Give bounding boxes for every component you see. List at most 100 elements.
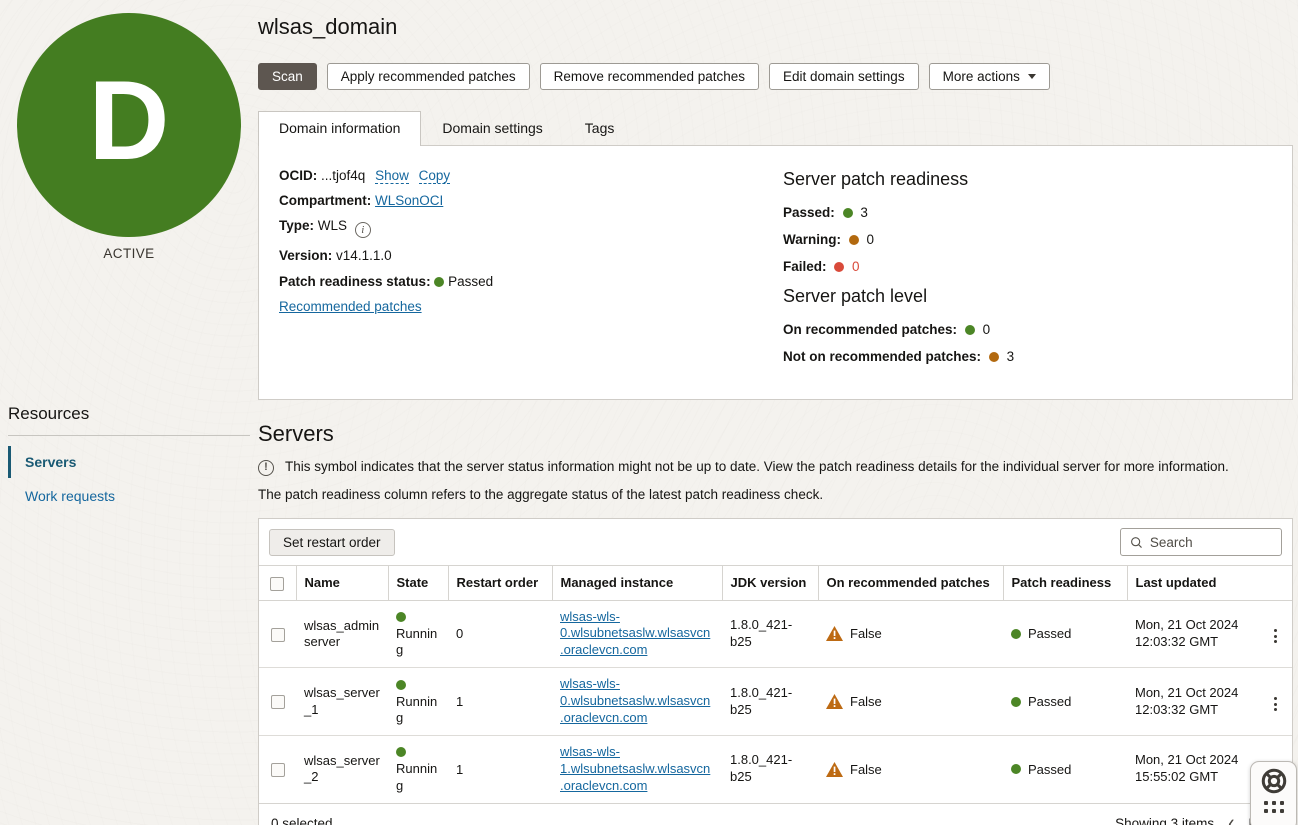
column-header-jdk-version[interactable]: JDK version xyxy=(721,565,818,601)
patch-readiness-row: Patch readiness status: Passed xyxy=(279,273,783,289)
alert-circle-icon: ! xyxy=(258,460,274,476)
version-value: v14.1.1.0 xyxy=(336,248,392,264)
tab-tags[interactable]: Tags xyxy=(584,120,615,136)
apps-grid-icon[interactable] xyxy=(1263,801,1284,813)
managed-instance-link[interactable]: wlsas-wls-0.wlsubnetsaslw.wlsasvcn.oracl… xyxy=(560,608,711,658)
on-recommended-patches-value: False xyxy=(850,761,882,777)
row-checkbox[interactable] xyxy=(270,763,285,778)
help-widget[interactable] xyxy=(1250,761,1297,825)
resources-nav: Resources Servers Work requests xyxy=(0,404,258,512)
version-label: Version: xyxy=(279,248,333,264)
info-icon[interactable]: i xyxy=(354,222,371,239)
previous-page-icon[interactable]: ‹ xyxy=(1228,809,1235,825)
on-recommended-patches-value: False xyxy=(850,694,882,710)
domain-avatar: D xyxy=(17,13,241,237)
servers-table: Name State Restart order Managed instanc… xyxy=(259,565,1292,804)
edit-domain-settings-button[interactable]: Edit domain settings xyxy=(769,63,919,90)
column-header-on-recommended-patches[interactable]: On recommended patches xyxy=(817,565,1003,601)
warning-icon xyxy=(826,761,843,777)
server-patch-level-title: Server patch level xyxy=(783,286,928,306)
apply-recommended-patches-button[interactable]: Apply recommended patches xyxy=(326,63,530,90)
server-name: wlsas_server_1 xyxy=(304,685,380,717)
servers-note-1: ! This symbol indicates that the server … xyxy=(258,459,1293,476)
compartment-row: Compartment: WLSonOCI xyxy=(279,194,783,208)
status-dot-warning xyxy=(848,235,859,245)
running-status-dot xyxy=(396,679,406,690)
server-state: Running xyxy=(396,626,438,658)
scan-button[interactable]: Scan xyxy=(258,63,317,90)
chevron-down-icon xyxy=(1027,74,1036,79)
compartment-link[interactable]: WLSonOCI xyxy=(375,193,444,209)
column-header-restart-order[interactable]: Restart order xyxy=(447,565,552,601)
running-status-dot xyxy=(396,747,406,758)
search-input[interactable] xyxy=(1149,534,1272,550)
tab-domain-settings[interactable]: Domain settings xyxy=(442,120,543,136)
help-lifebuoy-icon[interactable] xyxy=(1260,767,1288,795)
patch-readiness-value: Passed xyxy=(448,273,494,289)
column-header-state[interactable]: State xyxy=(387,565,448,601)
set-restart-order-button[interactable]: Set restart order xyxy=(269,528,395,556)
column-header-name[interactable]: Name xyxy=(295,565,388,601)
warning-icon xyxy=(826,694,843,710)
managed-instance-link[interactable]: wlsas-wls-1.wlsubnetsaslw.wlsasvcn.oracl… xyxy=(560,743,711,793)
jdk-version: 1.8.0_421-b25 xyxy=(730,684,793,717)
type-row: Type: WLS i xyxy=(279,218,783,239)
sidebar-item-work-requests[interactable]: Work requests xyxy=(8,480,258,512)
more-actions-label: More actions xyxy=(942,69,1020,84)
compartment-label: Compartment: xyxy=(279,193,372,209)
domain-information-panel: OCID: ...tjof4q Show Copy Compartment: W… xyxy=(258,145,1293,400)
failed-row: Failed: 0 xyxy=(783,259,860,274)
jdk-version: 1.8.0_421-b25 xyxy=(730,752,793,785)
table-toolbar: Set restart order xyxy=(259,519,1292,565)
table-row[interactable]: wlsas_server_1 Running 1 wlsas-wls-0.wls… xyxy=(259,667,1292,736)
status-dot-passed xyxy=(434,276,445,287)
ocid-value: ...tjof4q xyxy=(321,168,366,183)
tab-domain-information[interactable]: Domain information xyxy=(258,111,422,146)
search-box[interactable] xyxy=(1120,528,1282,556)
not-on-recommended-row: Not on recommended patches: 3 xyxy=(783,349,1015,364)
avatar-letter: D xyxy=(88,58,170,183)
row-actions-menu-icon[interactable] xyxy=(1270,693,1281,715)
page-title: wlsas_domain xyxy=(258,14,398,39)
selected-count: 0 selected xyxy=(271,815,333,825)
more-actions-button[interactable]: More actions xyxy=(928,63,1050,90)
status-dot-passed xyxy=(842,208,853,218)
copy-ocid-link[interactable]: Copy xyxy=(418,168,451,184)
select-all-checkbox[interactable] xyxy=(270,576,285,591)
remove-recommended-patches-button[interactable]: Remove recommended patches xyxy=(539,63,759,90)
managed-instance-link[interactable]: wlsas-wls-0.wlsubnetsaslw.wlsasvcn.oracl… xyxy=(560,676,711,726)
column-header-managed-instance[interactable]: Managed instance xyxy=(551,565,722,601)
servers-note-2: The patch readiness column refers to the… xyxy=(258,487,824,502)
patch-readiness-value: Passed xyxy=(1028,694,1072,710)
column-header-last-updated[interactable]: Last updated xyxy=(1126,565,1262,601)
show-ocid-link[interactable]: Show xyxy=(375,168,409,184)
server-state: Running xyxy=(396,693,438,726)
restart-order: 1 xyxy=(448,735,552,804)
version-row: Version: v14.1.1.0 xyxy=(279,249,783,263)
sidebar-item-label: Servers xyxy=(25,454,77,470)
recommended-patches-link[interactable]: Recommended patches xyxy=(279,298,422,314)
row-checkbox[interactable] xyxy=(270,627,285,642)
row-actions-menu-icon[interactable] xyxy=(1270,625,1281,647)
servers-note-1-text: This symbol indicates that the server st… xyxy=(285,459,1229,474)
servers-table-panel: Set restart order Name State Restart ord… xyxy=(258,518,1293,825)
patch-readiness-value: Passed xyxy=(1028,626,1072,642)
ocid-row: OCID: ...tjof4q Show Copy xyxy=(279,168,783,184)
servers-section-title: Servers xyxy=(258,421,334,446)
status-dot-failed xyxy=(834,262,845,272)
row-checkbox[interactable] xyxy=(270,695,285,710)
status-dot-not-on-recommended xyxy=(988,352,999,362)
table-row[interactable]: wlsas_server_2 Running 1 wlsas-wls-1.wls… xyxy=(259,735,1292,804)
type-label: Type: xyxy=(279,218,315,234)
jdk-version: 1.8.0_421-b25 xyxy=(730,617,793,649)
passed-status-dot xyxy=(1011,764,1021,775)
status-dot-on-recommended xyxy=(964,325,975,335)
last-updated: Mon, 21 Oct 2024 12:03:32 GMT xyxy=(1127,667,1262,736)
sidebar-item-servers[interactable]: Servers xyxy=(8,446,258,478)
table-header-row: Name State Restart order Managed instanc… xyxy=(259,565,1292,601)
restart-order: 0 xyxy=(448,600,552,669)
passed-row: Passed: 3 xyxy=(783,205,868,220)
patch-summary: Server patch readiness Passed: 3 Warning… xyxy=(783,169,1014,376)
column-header-patch-readiness[interactable]: Patch readiness xyxy=(1002,565,1127,601)
table-row[interactable]: wlsas_adminserver Running 0 wlsas-wls-0.… xyxy=(259,600,1292,669)
